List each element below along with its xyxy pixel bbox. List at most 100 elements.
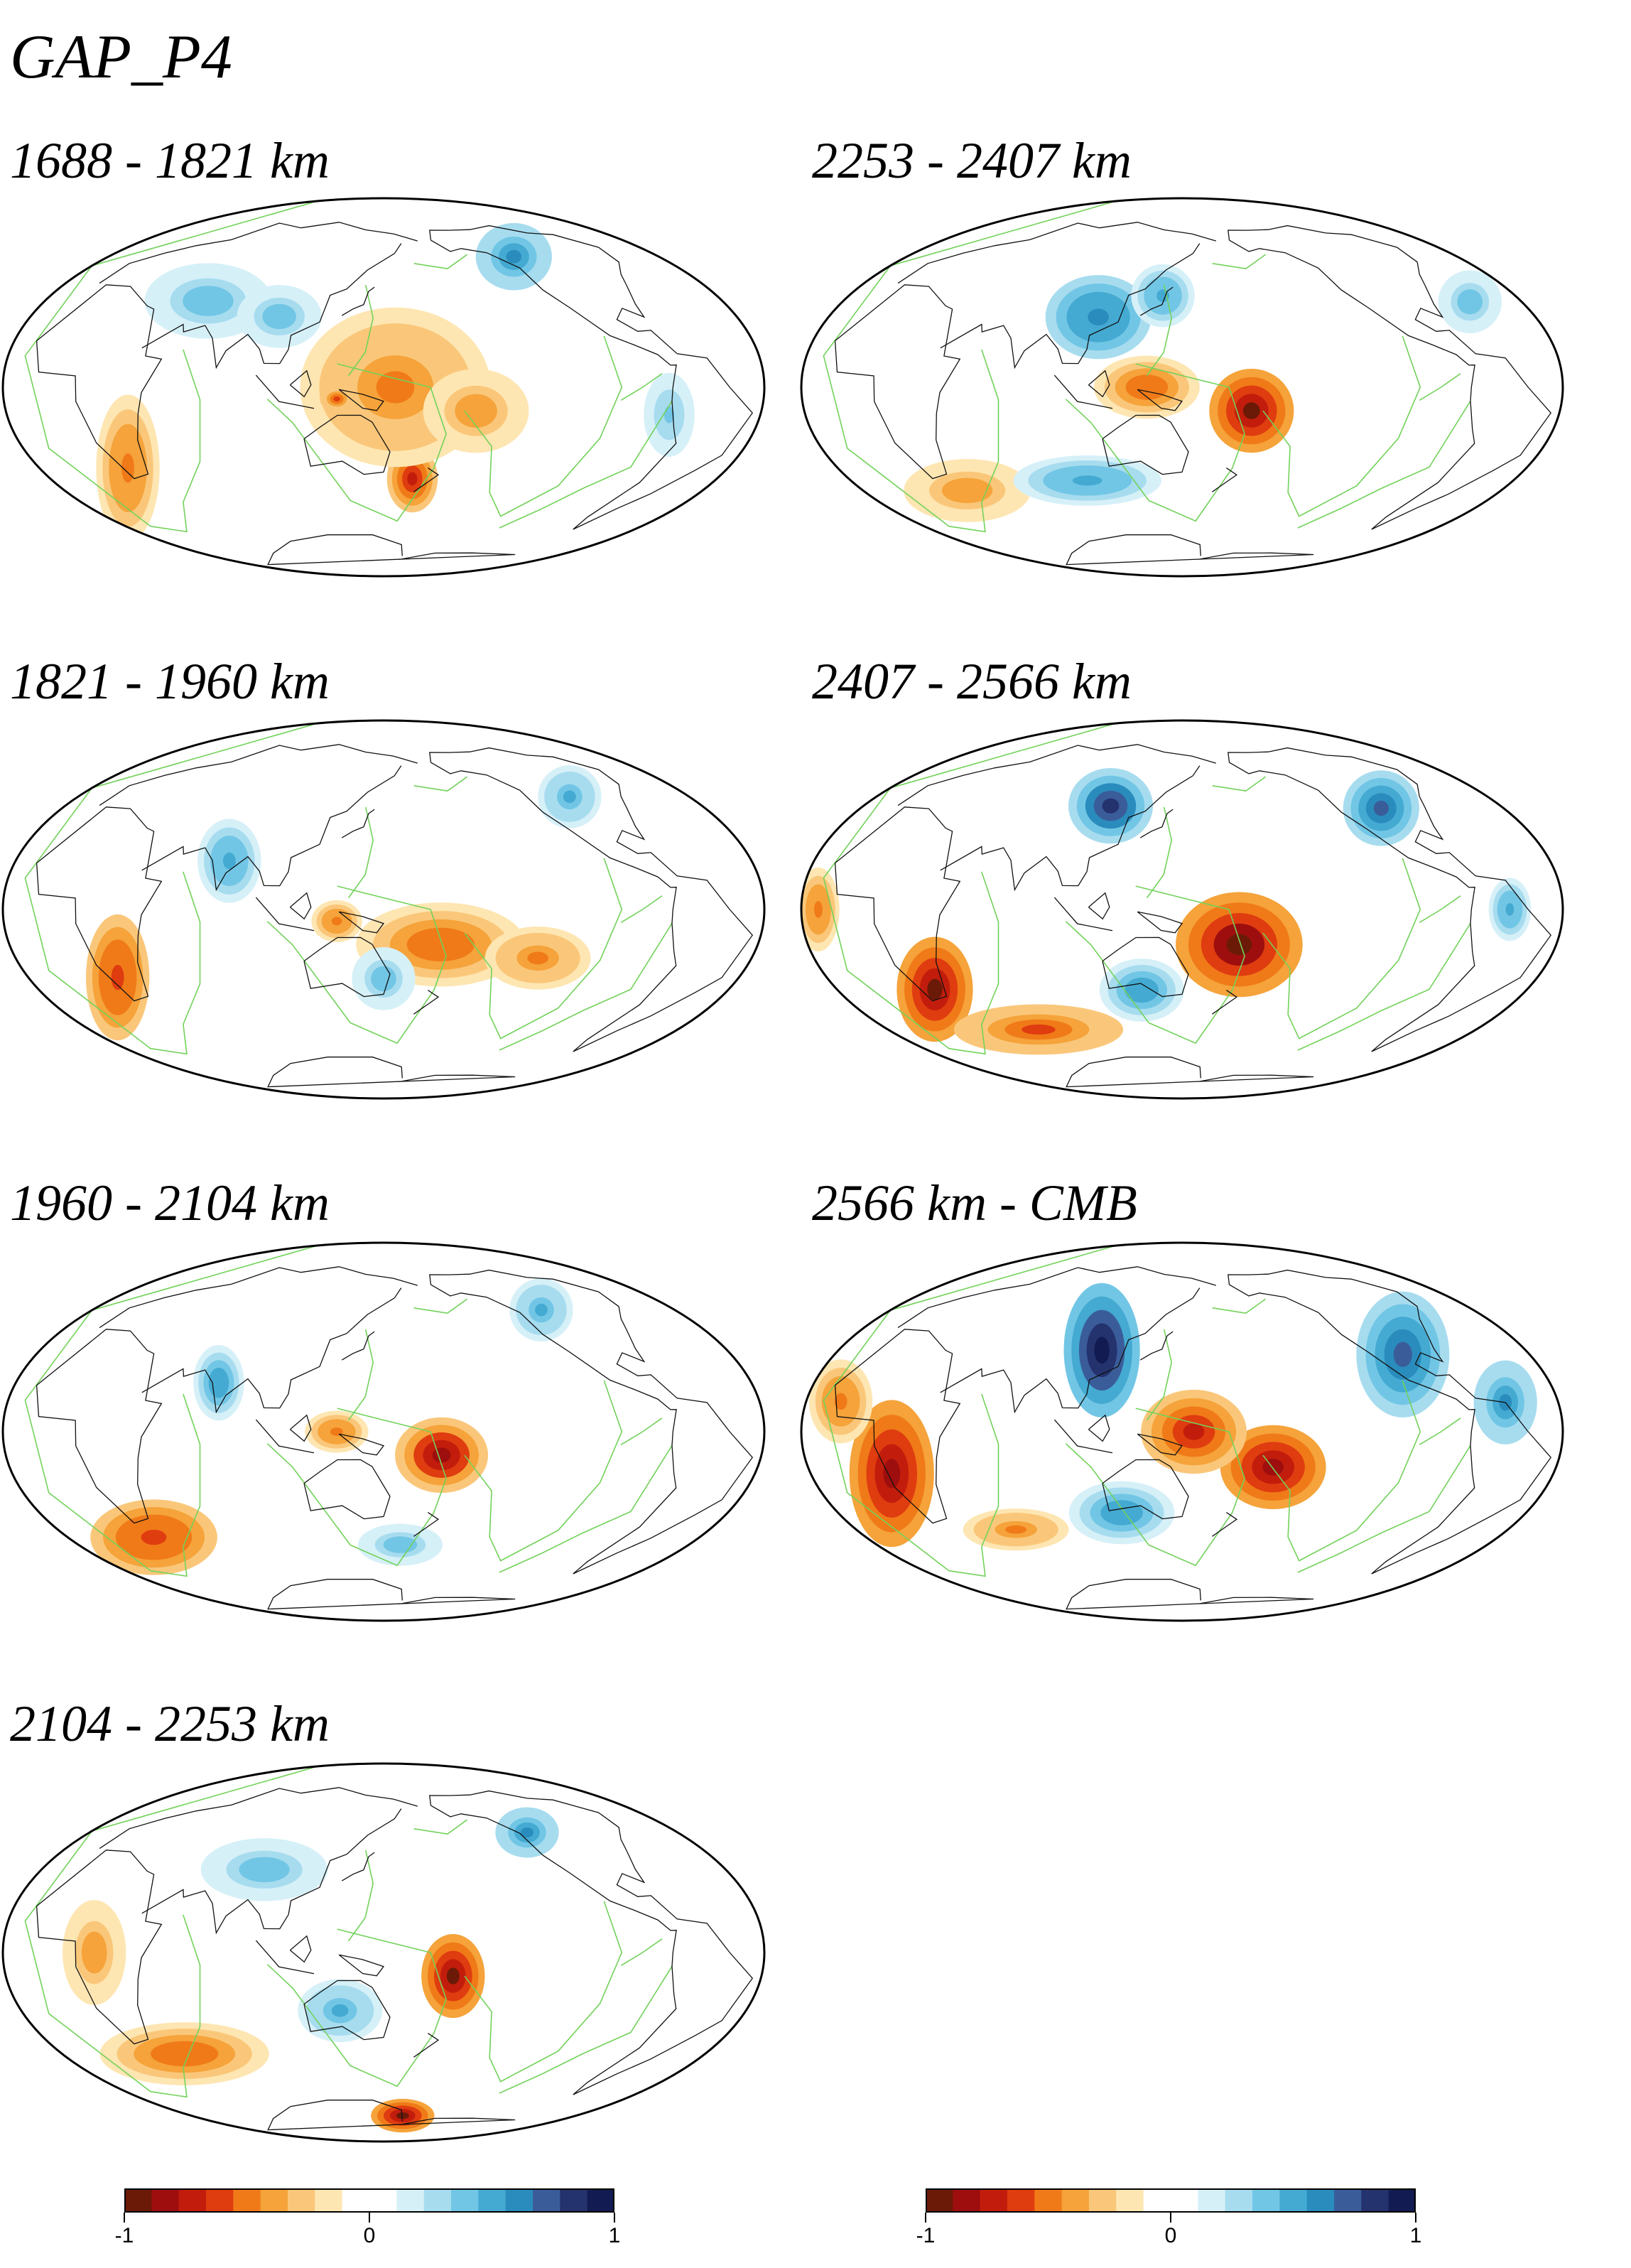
colorbar-swatch	[288, 2188, 315, 2213]
anomaly-patch	[1463, 295, 1477, 308]
coastline	[1088, 369, 1110, 398]
map-border	[800, 1241, 1564, 1622]
plate-boundary	[266, 1928, 447, 2088]
coastline	[99, 222, 418, 284]
colorbar-swatch	[587, 2188, 614, 2213]
coastline	[834, 1329, 961, 1524]
coastline	[289, 1414, 312, 1442]
coastline	[1053, 374, 1113, 409]
coastline	[1212, 990, 1238, 1015]
plate-boundary	[347, 1850, 374, 1942]
plate-boundary	[823, 723, 1117, 1055]
colorbar	[926, 2188, 1416, 2213]
anomaly-patch	[1102, 798, 1120, 814]
coastline	[1139, 809, 1174, 838]
colorbar-swatch	[342, 2188, 370, 2213]
map-border	[1, 197, 766, 578]
depth-label: 2407 - 2566 km	[812, 653, 1132, 710]
colorbar-swatch	[233, 2188, 261, 2213]
colorbar	[124, 2188, 614, 2213]
plate-boundary	[413, 1819, 468, 1835]
anomaly-patch	[251, 1863, 277, 1876]
anomaly-patch	[1094, 1336, 1110, 1364]
plate-boundary	[1146, 806, 1173, 899]
coastline	[255, 1419, 315, 1454]
plate-boundary	[823, 1245, 1117, 1577]
coastline	[255, 897, 315, 932]
coastline	[303, 936, 391, 998]
colorbar-swatch	[178, 2188, 207, 2213]
coastline	[338, 1954, 385, 1977]
colorbar-swatch	[1361, 2188, 1389, 2213]
colorbar-tick	[1415, 2213, 1416, 2223]
coastline	[99, 1787, 418, 1850]
colorbar-swatch	[1306, 2188, 1335, 2213]
plate-boundary	[1146, 1329, 1173, 1421]
coastline	[267, 534, 516, 566]
anomaly-patch	[563, 790, 576, 804]
coastline	[36, 1850, 163, 2045]
plate-boundary	[266, 1408, 447, 1567]
colorbar-tick-label: -1	[916, 2224, 936, 2247]
coastline	[289, 892, 312, 920]
plate-boundary	[347, 284, 374, 377]
depth-label: 2104 - 2253 km	[10, 1695, 330, 1752]
colorbar-swatch	[396, 2188, 425, 2213]
colorbar-swatch	[315, 2188, 343, 2213]
colorbar-swatch	[369, 2188, 397, 2213]
colorbar-swatch	[1116, 2188, 1144, 2213]
coastline	[267, 1579, 516, 1610]
colorbar-tick-label: 1	[1409, 2224, 1422, 2247]
map-border	[1, 719, 766, 1100]
coastline	[99, 1266, 418, 1329]
plate-boundary	[499, 922, 673, 1051]
anomaly-patch	[535, 1303, 548, 1317]
coastline	[897, 1266, 1216, 1329]
coastline	[429, 1269, 754, 1575]
tomography-map	[0, 195, 767, 579]
plate-boundary	[1419, 373, 1461, 401]
coastline	[897, 222, 1216, 284]
anomaly-patch	[1183, 1423, 1205, 1440]
anomaly-patch	[432, 1447, 451, 1463]
coastline	[1137, 911, 1183, 934]
depth-label: 2253 - 2407 km	[812, 132, 1132, 189]
colorbar-swatch	[423, 2188, 452, 2213]
coastline	[255, 374, 315, 409]
colorbar-tick-label: 0	[363, 2224, 376, 2247]
coastline	[303, 414, 391, 475]
plate-boundary	[413, 254, 468, 270]
anomaly-patch	[111, 964, 124, 990]
anomaly-patch	[213, 1375, 224, 1390]
coastline	[940, 243, 1201, 369]
plate-boundary	[1297, 400, 1471, 529]
plate-boundary	[620, 895, 663, 923]
anomaly-patch	[1133, 983, 1151, 997]
coastline	[338, 911, 385, 934]
plate-boundary	[464, 1380, 623, 1562]
coastline	[267, 1057, 516, 1088]
anomaly-patch	[195, 293, 221, 309]
anomaly-patch	[141, 1529, 167, 1545]
coastline	[141, 1287, 402, 1414]
anomaly-patch	[927, 978, 943, 1000]
plate-boundary	[266, 885, 447, 1044]
depth-label: 1821 - 1960 km	[10, 653, 330, 710]
anomaly-patch	[377, 972, 390, 986]
colorbar-swatch	[151, 2188, 180, 2213]
colorbar-swatch	[533, 2188, 560, 2213]
tomography-map	[798, 718, 1566, 1101]
coastline	[834, 806, 961, 1002]
anomaly-patch	[407, 472, 418, 486]
plate-boundary	[499, 400, 673, 529]
coastline	[36, 806, 163, 1002]
tomography-map	[0, 1240, 767, 1624]
plate-boundary	[413, 776, 468, 792]
coastline	[289, 1935, 312, 1963]
coastline	[1228, 1269, 1552, 1575]
anomaly-patch	[167, 2047, 202, 2061]
tomography-map	[798, 1240, 1566, 1624]
colorbar-swatch	[260, 2188, 288, 2213]
coastline	[341, 1852, 375, 1881]
plate-boundary	[1212, 776, 1267, 792]
